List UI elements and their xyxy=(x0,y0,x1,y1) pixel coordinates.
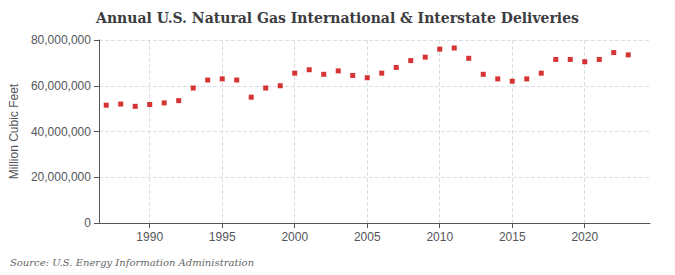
svg-text:1995: 1995 xyxy=(209,230,236,244)
svg-text:2010: 2010 xyxy=(426,230,453,244)
svg-text:2015: 2015 xyxy=(499,230,526,244)
svg-text:1990: 1990 xyxy=(136,230,163,244)
svg-text:2005: 2005 xyxy=(354,230,381,244)
svg-text:Annual U.S. Natural Gas Intern: Annual U.S. Natural Gas International & … xyxy=(95,10,579,26)
svg-text:20,000,000: 20,000,000 xyxy=(31,170,91,184)
svg-text:Million Cubic Feet: Million Cubic Feet xyxy=(7,83,21,179)
svg-text:0: 0 xyxy=(84,216,91,230)
svg-text:2000: 2000 xyxy=(281,230,308,244)
svg-text:40,000,000: 40,000,000 xyxy=(31,125,91,139)
svg-text:60,000,000: 60,000,000 xyxy=(31,79,91,93)
svg-text:2020: 2020 xyxy=(571,230,598,244)
svg-text:80,000,000: 80,000,000 xyxy=(31,33,91,47)
svg-text:Source: U.S. Energy Informatio: Source: U.S. Energy Information Administ… xyxy=(10,257,254,268)
